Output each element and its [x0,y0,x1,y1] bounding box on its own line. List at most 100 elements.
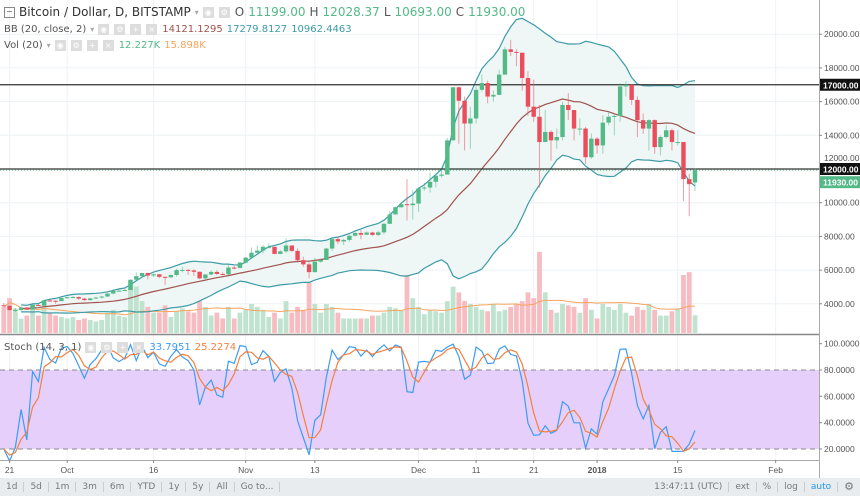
gear-icon[interactable]: ⚙ [844,480,854,493]
range-button-1d[interactable]: 1d [0,482,25,492]
candle-body [664,130,669,137]
candle [214,270,220,276]
range-button-6m[interactable]: 6m [104,482,132,492]
candle-body [318,259,323,262]
volume-bar [243,309,249,333]
volume-bar [583,298,588,333]
vol-legend: Vol (20) ▾ ◉ ⚙ + × 12.227K 15.898K [4,40,206,51]
volume-bar [168,317,174,333]
range-button-5d[interactable]: 5d [24,482,49,492]
candle [531,79,536,122]
candle-body [116,290,122,292]
chevron-down-icon[interactable]: ▾ [46,41,51,50]
volume-bar [381,312,387,333]
candle-body [364,232,369,235]
candle-body [652,120,657,148]
candle [162,276,168,286]
date-tick-label: 13 [310,465,320,475]
candle-body [105,293,110,297]
eye-icon[interactable]: ◉ [85,342,97,353]
volume-bar [295,306,300,333]
range-button-1m[interactable]: 1m [49,482,77,492]
volume-bar [410,298,416,333]
volume-bar [416,306,421,333]
range-button-all[interactable]: All [210,482,235,492]
gear-icon[interactable]: ⚙ [218,6,230,18]
candle-body [7,305,12,311]
candle-body [692,170,698,183]
candle [13,307,18,312]
symbol-title[interactable]: Bitcoin / Dollar, D, BITSTAMP [19,5,191,19]
volume-bar [99,319,105,333]
volume-bar [491,304,496,333]
candle-body [197,271,202,279]
volume-bar [629,315,635,333]
date-tick-label: Oct [61,465,75,475]
range-button-3m[interactable]: 3m [76,482,104,492]
gear-icon[interactable]: ⚙ [101,342,113,353]
candle-body [203,274,208,279]
plus-icon[interactable]: + [86,40,98,51]
volume-bar [76,319,82,333]
plus-icon[interactable]: + [130,24,142,35]
gear-icon[interactable]: ⚙ [70,40,82,51]
volume-bar [139,301,145,333]
high-value: 12028.37 [322,5,380,19]
candle [422,182,427,191]
candle-body [232,267,237,269]
eye-icon[interactable]: ◉ [54,40,66,51]
candle-body [295,250,300,261]
bb-label[interactable]: BB (20, close, 2) [4,24,87,35]
percent-toggle[interactable]: % [757,482,779,492]
date-tick-label: 21 [5,465,15,475]
candle-body [289,245,294,251]
volume-bar [335,312,341,333]
volume-bar [548,309,554,333]
range-button-ytd[interactable]: YTD [131,482,163,492]
eye-icon[interactable]: ◉ [202,6,214,18]
date-tick-label: 11 [472,465,481,475]
last-price-label-bg [820,176,860,189]
volume-bar [611,309,617,333]
eye-icon[interactable]: ◉ [98,24,110,35]
range-button-goto[interactable]: Go to... [235,482,281,492]
plus-icon[interactable]: + [117,342,129,353]
close-icon[interactable]: × [102,40,114,51]
stoch-label[interactable]: Stoch (14, 3, 1) [4,342,82,353]
volume-bar [433,311,439,333]
volume-bar [151,312,156,333]
range-button-1y[interactable]: 1y [162,482,187,492]
stoch-tick-label: 100.0000 [824,339,860,349]
volume-bar [565,305,571,333]
candle [589,133,594,159]
volume-bar [231,318,237,333]
gear-icon[interactable]: ⚙ [114,24,126,35]
candle [485,80,490,104]
candle [18,307,24,311]
volume-bar [53,315,59,333]
ext-toggle[interactable]: ext [729,482,757,492]
chevron-down-icon[interactable]: ▾ [90,25,95,34]
chevron-down-icon[interactable]: ▾ [194,7,199,17]
range-button-5y[interactable]: 5y [186,482,211,492]
log-toggle[interactable]: log [778,482,805,492]
volume-bar [675,308,681,333]
candle-body [658,136,663,148]
candle [681,142,686,202]
candle-body [111,290,116,294]
auto-toggle[interactable]: auto [805,482,839,492]
candle [600,115,606,154]
close-icon[interactable]: × [133,342,145,353]
candle [560,101,565,141]
bottom-toolbar: 1d 5d 1m 3m 6m YTD 1y 5y All Go to... 13:47:11 (U… [0,478,860,496]
candle-body [358,233,364,235]
volume-bar [341,318,347,333]
candle-body [278,251,283,254]
candle-body [681,142,686,180]
candle [571,110,577,141]
candle [122,289,127,292]
close-icon[interactable]: × [146,24,158,35]
collapse-icon[interactable]: − [4,6,15,18]
vol-label[interactable]: Vol (20) [4,40,43,51]
